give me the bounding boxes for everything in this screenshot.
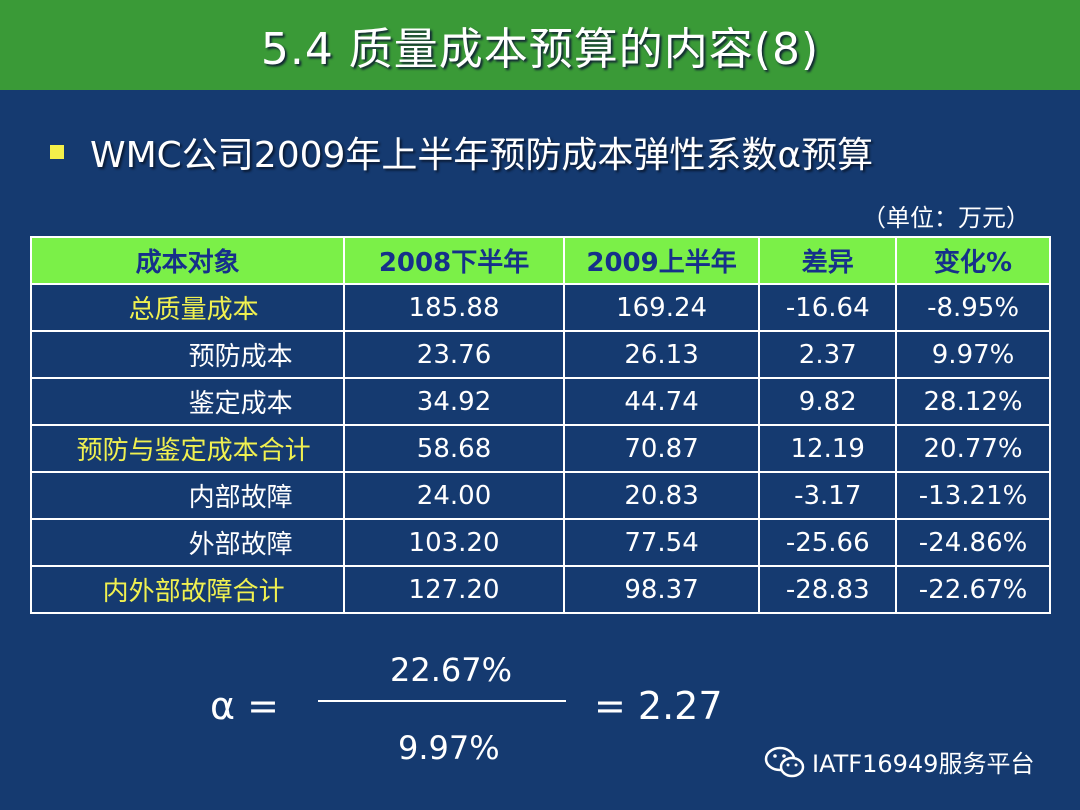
- bullet-text: WMC公司2009年上半年预防成本弹性系数α预算: [90, 135, 874, 176]
- formula-numerator: 22.67%: [390, 651, 513, 689]
- cell-value: 24.00: [343, 471, 565, 520]
- title-bar: 5.4 质量成本预算的内容(8): [0, 0, 1080, 90]
- formula-denominator: 9.97%: [398, 729, 500, 767]
- header-2009h1: 2009上半年: [562, 236, 761, 285]
- cell-value: 9.82: [758, 377, 898, 426]
- cell-value: 127.20: [343, 565, 565, 614]
- cell-value: 103.20: [343, 518, 565, 567]
- bullet-square-icon: [50, 145, 64, 159]
- cell-value: 34.92: [343, 377, 565, 426]
- header-change-pct: 变化%: [895, 236, 1051, 285]
- table-row: 预防与鉴定成本合计 58.68 70.87 12.19 20.77%: [29, 424, 1051, 473]
- cell-value: -8.95%: [895, 283, 1051, 332]
- cell-value: 20.83: [562, 471, 761, 520]
- fraction-line: [318, 700, 566, 702]
- cell-value: 9.97%: [895, 330, 1051, 379]
- cell-value: -3.17: [758, 471, 898, 520]
- cell-value: -25.66: [758, 518, 898, 567]
- header-2008h2: 2008下半年: [343, 236, 565, 285]
- cell-value: 23.76: [343, 330, 565, 379]
- row-label: 鉴定成本: [29, 377, 346, 426]
- unit-note: （单位：万元）: [862, 204, 1030, 232]
- cell-value: 28.12%: [895, 377, 1051, 426]
- header-cost-object: 成本对象: [29, 236, 346, 285]
- table-row: 内部故障 24.00 20.83 -3.17 -13.21%: [29, 471, 1051, 520]
- cell-value: 77.54: [562, 518, 761, 567]
- row-label: 总质量成本: [29, 283, 346, 332]
- table-row: 预防成本 23.76 26.13 2.37 9.97%: [29, 330, 1051, 379]
- cell-value: 58.68: [343, 424, 565, 473]
- cell-value: -22.67%: [895, 565, 1051, 614]
- cell-value: -28.83: [758, 565, 898, 614]
- row-label: 预防与鉴定成本合计: [29, 424, 346, 473]
- cell-value: -24.86%: [895, 518, 1051, 567]
- row-label: 内部故障: [29, 471, 346, 520]
- cell-value: 185.88: [343, 283, 565, 332]
- bullet-point: WMC公司2009年上半年预防成本弹性系数α预算: [50, 126, 873, 178]
- table-row: 鉴定成本 34.92 44.74 9.82 28.12%: [29, 377, 1051, 426]
- row-label: 预防成本: [29, 330, 346, 379]
- cell-value: 44.74: [562, 377, 761, 426]
- wechat-icon: [764, 746, 805, 777]
- cost-table: 成本对象 2008下半年 2009上半年 差异 变化% 总质量成本 185.88…: [29, 236, 1051, 614]
- formula-result: = 2.27: [594, 684, 723, 728]
- cell-value: 2.37: [758, 330, 898, 379]
- cell-value: -16.64: [758, 283, 898, 332]
- cell-value: 12.19: [758, 424, 898, 473]
- cell-value: -13.21%: [895, 471, 1051, 520]
- page-title: 5.4 质量成本预算的内容(8): [260, 24, 820, 75]
- cell-value: 70.87: [562, 424, 761, 473]
- row-label: 内外部故障合计: [29, 565, 346, 614]
- cell-value: 169.24: [562, 283, 761, 332]
- watermark-text: IATF16949服务平台: [812, 750, 1035, 778]
- cell-value: 20.77%: [895, 424, 1051, 473]
- table-row: 内外部故障合计 127.20 98.37 -28.83 -22.67%: [29, 565, 1051, 614]
- table-header-row: 成本对象 2008下半年 2009上半年 差异 变化%: [29, 236, 1051, 285]
- formula-lhs: α =: [210, 684, 279, 728]
- header-difference: 差异: [758, 236, 898, 285]
- cell-value: 98.37: [562, 565, 761, 614]
- row-label: 外部故障: [29, 518, 346, 567]
- cell-value: 26.13: [562, 330, 761, 379]
- watermark: IATF16949服务平台: [764, 744, 1034, 779]
- table-row: 外部故障 103.20 77.54 -25.66 -24.86%: [29, 518, 1051, 567]
- table-row: 总质量成本 185.88 169.24 -16.64 -8.95%: [29, 283, 1051, 332]
